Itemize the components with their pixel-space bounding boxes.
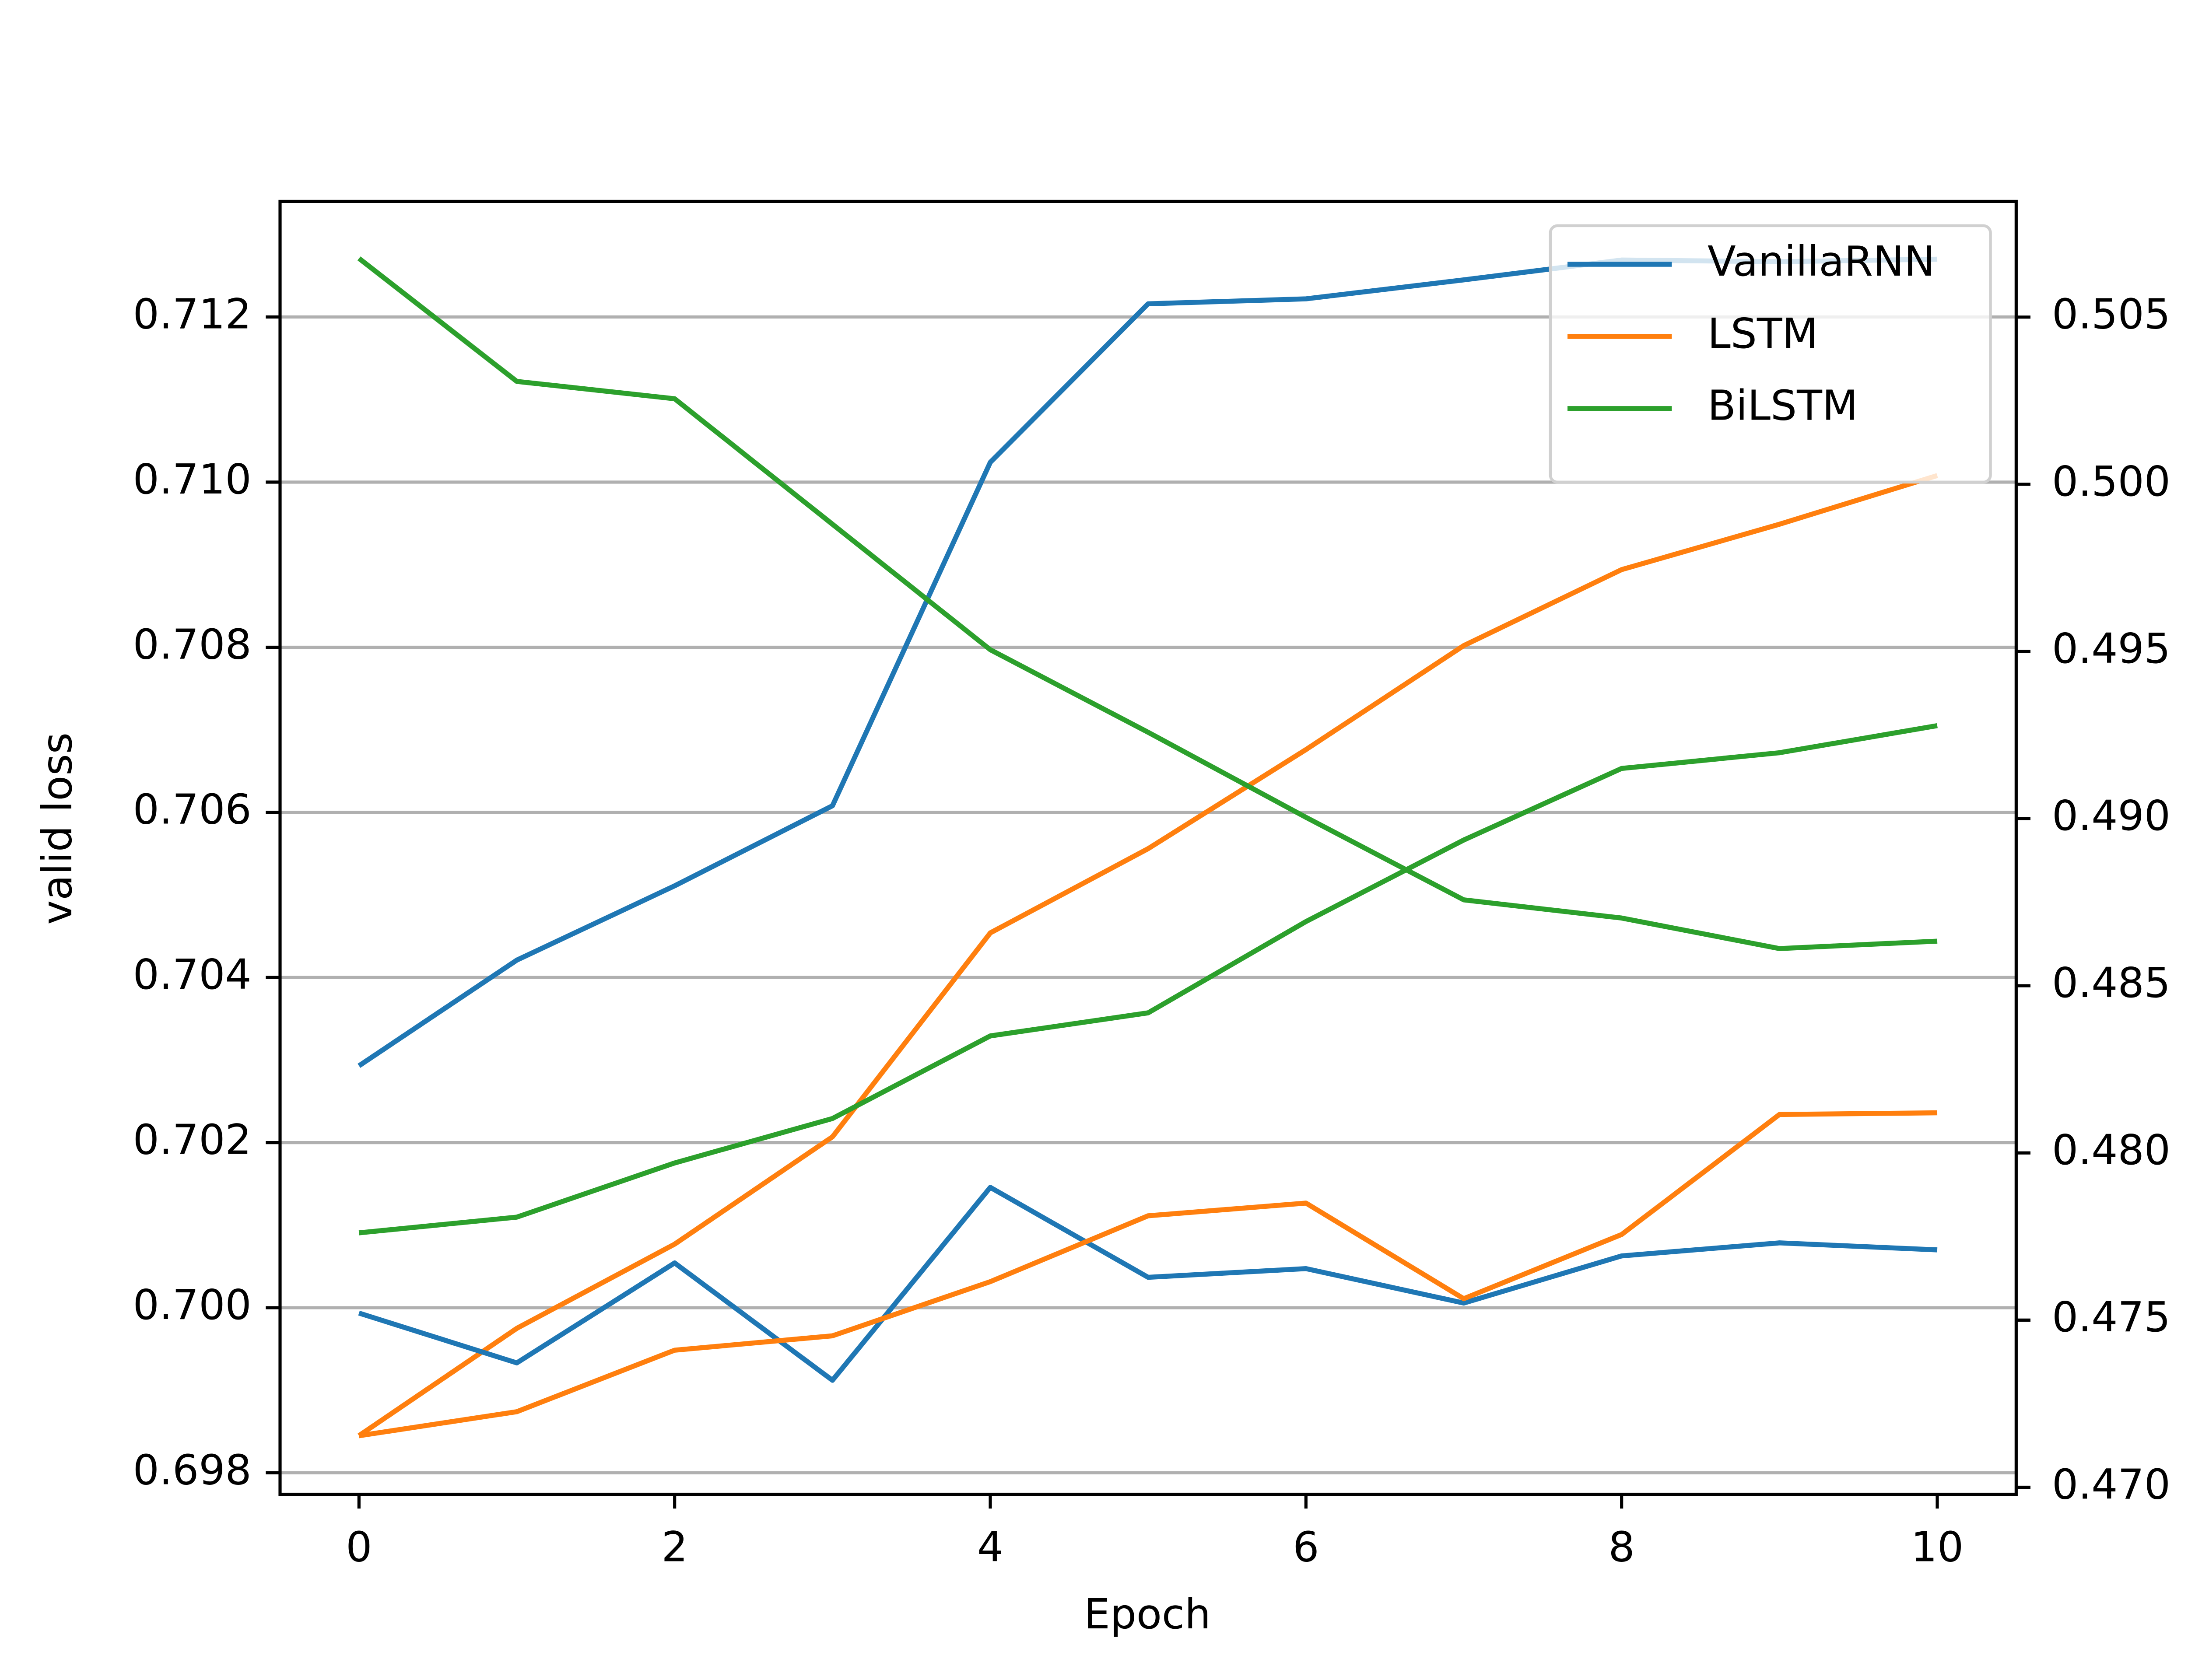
line-series: [358, 473, 1938, 1438]
x-axis-label: Epoch: [1084, 1590, 1211, 1638]
legend-label: VanillaRNN: [1708, 238, 1935, 286]
x-tick-label: 6: [1293, 1523, 1319, 1572]
y2-tick-label: 0.495: [2052, 625, 2170, 673]
y2-tick-label: 0.470: [2052, 1460, 2170, 1508]
line-series: [358, 723, 1938, 1236]
x-tick-label: 4: [977, 1523, 1003, 1572]
y-tick-label: 0.712: [133, 290, 252, 338]
y2-tick-label: 0.475: [2052, 1293, 2170, 1341]
legend-label: LSTM: [1708, 310, 1818, 358]
y-tick-label: 0.700: [133, 1281, 252, 1329]
line-series: [358, 1185, 1938, 1383]
legend-box: [1549, 224, 1992, 484]
y-tick-label: 0.706: [133, 786, 252, 834]
y-tick-label: 0.702: [133, 1116, 252, 1164]
y2-tick-label: 0.485: [2052, 959, 2170, 1007]
legend-label: BiLSTM: [1708, 382, 1858, 430]
x-tick-label: 10: [1911, 1523, 1964, 1572]
x-tick-label: 2: [662, 1523, 688, 1572]
y-tick-label: 0.698: [133, 1446, 252, 1494]
line-series: [357, 256, 1938, 951]
y2-tick-label: 0.480: [2052, 1126, 2170, 1174]
plot-frame: [278, 200, 2018, 1496]
x-tick-label: 8: [1609, 1523, 1635, 1572]
y-tick-label: 0.704: [133, 951, 252, 999]
line-series: [358, 1110, 1938, 1438]
y-tick-label: 0.710: [133, 455, 252, 504]
y2-tick-label: 0.490: [2052, 792, 2170, 840]
y-axis-label: valid loss: [33, 732, 81, 925]
x-tick-label: 0: [346, 1523, 372, 1572]
y-tick-label: 0.708: [133, 620, 252, 668]
y2-tick-label: 0.500: [2052, 458, 2170, 506]
y2-tick-label: 0.505: [2052, 290, 2170, 339]
